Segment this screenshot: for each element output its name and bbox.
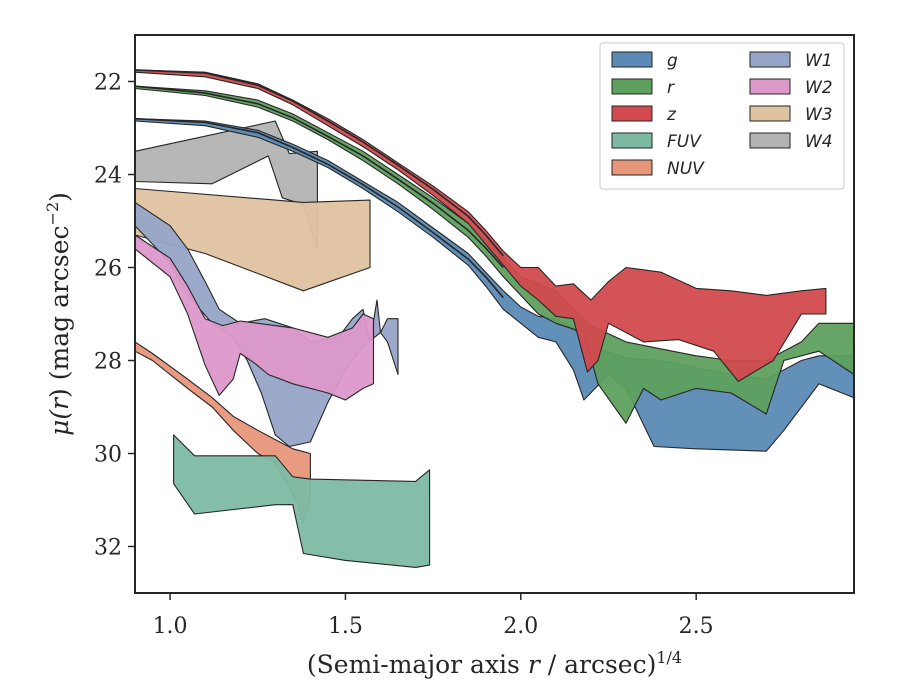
legend-swatch-r — [611, 78, 653, 95]
legend-label-w2: W2 — [805, 78, 833, 98]
legend-swatch-w1 — [749, 51, 791, 68]
legend-label-w4: W4 — [805, 132, 833, 152]
legend-label-z: z — [666, 105, 677, 125]
legend-label-nuv: NUV — [667, 159, 705, 179]
y-tick-label: 26 — [94, 257, 122, 282]
legend-label-w3: W3 — [805, 105, 833, 125]
x-axis-label-exponent: 1/4 — [656, 648, 682, 667]
legend-label-r: r — [667, 78, 675, 98]
x-tick-label: 1.5 — [328, 614, 363, 639]
median-line-z — [134, 69, 504, 257]
x-axis-ticks: 1.0 1.5 2.0 2.5 — [153, 593, 714, 639]
x-tick-label: 1.0 — [153, 614, 188, 639]
legend-label-g: g — [667, 51, 678, 71]
y-axis-ticks: 22 24 26 28 30 32 — [94, 71, 135, 561]
legend: grz FUV NUV W1 W2 W3 W4 — [599, 42, 845, 190]
legend-swatch-fuv — [611, 132, 653, 149]
median-line-r — [134, 85, 504, 269]
legend-swatch-w4 — [749, 132, 791, 149]
legend-swatch-g — [611, 51, 653, 68]
y-tick-label: 32 — [94, 536, 122, 561]
legend-swatch-w2 — [749, 78, 791, 95]
x-axis-label: (Semi-major axis r / arcsec)1/4 — [307, 648, 682, 679]
legend-swatch-w3 — [749, 105, 791, 122]
median-line-g — [134, 117, 504, 299]
legend-label-fuv: FUV — [667, 132, 702, 152]
legend-label-w1: W1 — [805, 51, 833, 71]
y-tick-label: 30 — [94, 443, 122, 468]
band-fuv — [173, 434, 431, 568]
legend-swatch-nuv — [611, 159, 653, 176]
plot-frame — [134, 34, 855, 594]
y-tick-label: 24 — [94, 164, 122, 189]
legend-swatch-z — [611, 105, 653, 122]
band-z — [134, 69, 827, 382]
y-axis-label: μ(r) (mag arcsec−2) — [43, 192, 74, 436]
band-w2 — [134, 234, 375, 401]
y-tick-label: 22 — [94, 71, 122, 96]
bands-layer — [134, 69, 855, 568]
x-tick-label: 2.0 — [503, 614, 538, 639]
y-tick-label: 28 — [94, 350, 122, 375]
x-tick-label: 2.5 — [679, 614, 714, 639]
median-lines-layer — [134, 69, 504, 299]
